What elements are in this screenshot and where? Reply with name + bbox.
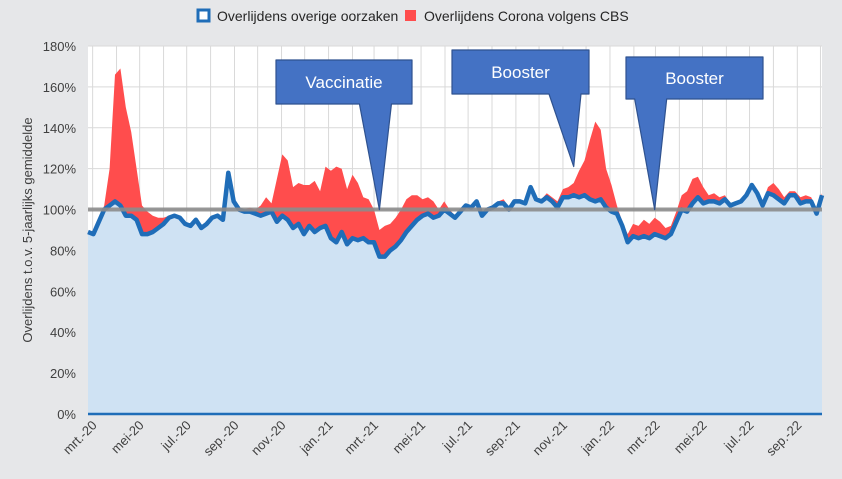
y-tick-label: 80%	[50, 243, 76, 258]
legend-label: Overlijdens Corona volgens CBS	[424, 8, 629, 24]
y-tick-label: 60%	[50, 284, 76, 299]
callout-label: Booster	[491, 63, 550, 82]
y-tick-label: 100%	[43, 203, 77, 218]
y-tick-label: 0%	[57, 407, 76, 422]
legend-label: Overlijdens overige oorzaken	[217, 8, 398, 24]
callout-label: Vaccinatie	[305, 73, 382, 92]
y-tick-label: 180%	[43, 39, 77, 54]
callout-shape	[625, 56, 764, 211]
annotation-callouts: Vaccinatie Booster Booster	[275, 49, 764, 211]
legend-swatch-corona	[405, 10, 416, 21]
y-tick-label: 120%	[43, 162, 77, 177]
other-causes-area	[88, 172, 822, 414]
y-axis-tick-labels: 0% 20% 40% 60% 80% 100% 120% 140% 160% 180%	[43, 39, 77, 422]
callout-shape	[275, 59, 413, 211]
y-tick-label: 160%	[43, 80, 77, 95]
callout-shape	[451, 49, 590, 168]
callout-label: Booster	[665, 69, 724, 88]
legend: Overlijdens overige oorzaken Overlijdens …	[196, 8, 629, 24]
y-axis-title: Overlijdens t.o.v. 5-jaarlijks gemiddeld…	[20, 117, 35, 342]
y-tick-label: 40%	[50, 325, 76, 340]
y-tick-label: 140%	[43, 121, 77, 136]
y-tick-label: 20%	[50, 366, 76, 381]
legend-swatch-other-causes	[196, 8, 211, 23]
other-causes-line	[87, 170, 825, 259]
